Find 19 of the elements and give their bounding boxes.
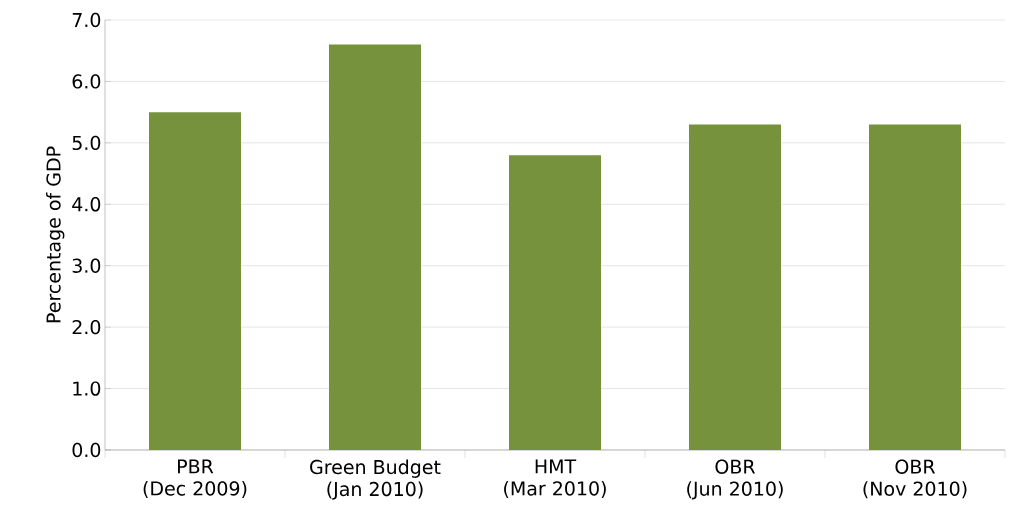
y-tick-label: 0.0 — [72, 442, 101, 458]
bar — [149, 112, 242, 450]
y-tick-label: 7.0 — [72, 12, 101, 28]
bar — [689, 124, 781, 450]
y-axis-title: Percentage of GDP — [46, 146, 65, 323]
y-tick-label: 6.0 — [72, 74, 101, 89]
y-tick-label: 4.0 — [72, 197, 101, 212]
y-tick-label: 3.0 — [72, 258, 101, 273]
bar — [509, 155, 601, 450]
y-tick-label: 1.0 — [73, 381, 101, 396]
y-tick-label: 5.0 — [72, 135, 101, 151]
x-tick-label: Green Budget (Jan 2010) — [310, 459, 441, 500]
bar — [329, 44, 421, 450]
x-tick-label: PBR (Dec 2009) — [143, 459, 247, 498]
x-tick-label: HMT (Mar 2010) — [504, 459, 606, 498]
x-tick-label: OBR (Jun 2010) — [687, 459, 783, 500]
x-tick-label: OBR (Nov 2010) — [863, 459, 967, 499]
y-tick-label: 2.0 — [72, 319, 101, 335]
bar — [869, 124, 961, 450]
